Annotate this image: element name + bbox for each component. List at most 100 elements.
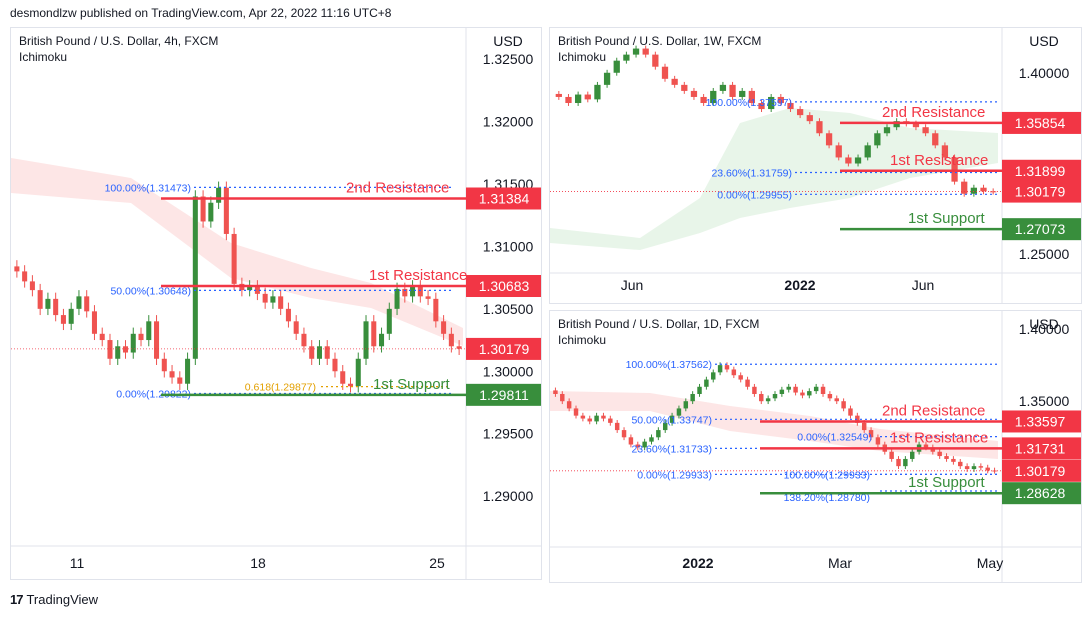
candle-body	[161, 358, 167, 372]
chart-panel-4h[interactable]: USD 1.32500 1.32000 1.31500 1.31000 1.30500 1.…	[10, 27, 542, 580]
candle-body	[937, 451, 942, 457]
current-price-tag-label: 1.30179	[1015, 463, 1066, 479]
candle-body	[394, 288, 400, 309]
support-label: 1st Support	[373, 376, 451, 393]
fib-level-label: 0.00%(1.29822)	[116, 388, 191, 400]
candle-body	[621, 430, 627, 438]
fib-right-label: 0.00%(1.32549)	[797, 432, 872, 444]
candle-body	[813, 386, 819, 392]
candle-body	[970, 187, 978, 194]
candle-body	[661, 66, 669, 79]
candle-body	[807, 391, 812, 396]
y-tick-label: 1.30000	[483, 363, 534, 379]
candle-body	[985, 467, 990, 471]
price-tag-bg	[1002, 159, 1081, 182]
candle-body	[827, 393, 833, 399]
chart-panel-1w[interactable]: USD 1.40000 1.25000 Jun 2022 Jun 100.00%(1.375…	[549, 27, 1082, 304]
candle-body	[896, 458, 901, 467]
candle-body	[635, 444, 640, 448]
candle-body	[177, 377, 183, 384]
fib-level-label: 0.00%(1.29955)	[717, 189, 792, 201]
candle-body	[932, 133, 939, 146]
x-tick-label: May	[977, 555, 1003, 571]
chart-4h[interactable]: USD1.325001.320001.315001.310001.305001.…	[11, 28, 542, 580]
candle-body	[262, 293, 268, 303]
currency-label: USD	[1029, 33, 1059, 49]
price-tag-label: 1.31899	[1015, 163, 1066, 179]
resistance-label: 1st Resistance	[890, 429, 988, 446]
tradingview-footer[interactable]: 17 TradingView	[10, 592, 98, 607]
candle-body	[835, 145, 842, 158]
candle-body	[875, 437, 881, 445]
candle-body	[169, 371, 175, 378]
candle-body	[270, 296, 276, 303]
chart-panel-1d[interactable]: USD 1.40000 1.35000 2022 Mar May 100.00%(1.375…	[549, 310, 1082, 583]
candle-body	[786, 386, 791, 390]
candle-body	[614, 422, 620, 431]
price-tag-label: 1.35854	[1015, 115, 1066, 131]
current-price-tag-bg	[466, 337, 541, 360]
chart-title: British Pound / U.S. Dollar, 4h, FXCM	[19, 34, 218, 48]
candle-body	[649, 437, 654, 442]
candle-body	[185, 358, 191, 384]
candle-body	[355, 358, 361, 387]
candle-body	[738, 375, 743, 380]
candle-body	[777, 96, 784, 104]
candle-body	[254, 286, 260, 294]
candle-body	[223, 187, 229, 234]
candle-body	[402, 288, 408, 297]
candle-body	[652, 54, 659, 67]
candle-body	[820, 386, 826, 394]
candle-body	[594, 84, 601, 100]
candle-body	[441, 321, 447, 334]
candle-body	[893, 121, 900, 128]
price-tag-bg	[466, 275, 541, 298]
current-price-tag-label: 1.30179	[1015, 184, 1066, 200]
price-tag-bg	[1002, 218, 1081, 241]
ichimoku-cloud	[550, 391, 998, 459]
fib-level-label: 100.00%(1.37562)	[626, 359, 712, 371]
candle-body	[958, 461, 963, 467]
price-tag-label: 1.28628	[1015, 485, 1066, 501]
resistance-label: 1st Resistance	[890, 152, 988, 169]
candle-body	[690, 393, 695, 402]
currency-label: USD	[493, 33, 523, 49]
candle-body	[642, 48, 649, 55]
y-tick-label: 1.25000	[1019, 246, 1070, 262]
current-price-tag-bg	[1002, 459, 1081, 482]
candle-body	[825, 133, 833, 146]
fib-level-label: 100.00%(1.31473)	[105, 182, 191, 194]
tradingview-brand: TradingView	[26, 592, 99, 607]
price-tag-bg	[466, 383, 541, 406]
candle-body	[748, 90, 756, 104]
fib-right-label: 100.00%(1.29933)	[784, 469, 870, 481]
resistance-label: 2nd Resistance	[346, 180, 449, 197]
x-tick-label: Jun	[621, 277, 644, 293]
x-tick-label: 25	[429, 555, 445, 571]
fib-level-label: 50.00%(1.30648)	[110, 285, 191, 297]
candle-body	[208, 202, 214, 222]
y-tick-label: 1.32000	[483, 114, 534, 130]
candle-body	[671, 78, 678, 85]
candle-body	[710, 90, 717, 104]
x-tick-label: Mar	[828, 555, 852, 571]
candle-body	[697, 386, 702, 394]
candle-body	[951, 458, 956, 462]
price-tag-label: 1.27073	[1015, 221, 1066, 237]
candle-body	[745, 379, 750, 387]
candle-body	[448, 333, 454, 347]
candle-body	[285, 308, 291, 322]
candle-body	[324, 346, 330, 359]
candle-body	[787, 103, 794, 110]
chart-1w[interactable]: USD 1.40000 1.25000 Jun 2022 Jun 100.00%(1.375…	[550, 28, 1082, 304]
price-tag-bg	[1002, 437, 1081, 460]
currency-label: USD	[1029, 316, 1059, 332]
price-tag-label: 1.31384	[479, 191, 530, 207]
candle-body	[793, 386, 798, 393]
candle-body	[340, 371, 346, 384]
current-price-tag-label: 1.30179	[479, 341, 530, 357]
y-tick-label: 1.29000	[483, 488, 534, 504]
candle-body	[573, 408, 579, 416]
candle-body	[565, 96, 572, 104]
